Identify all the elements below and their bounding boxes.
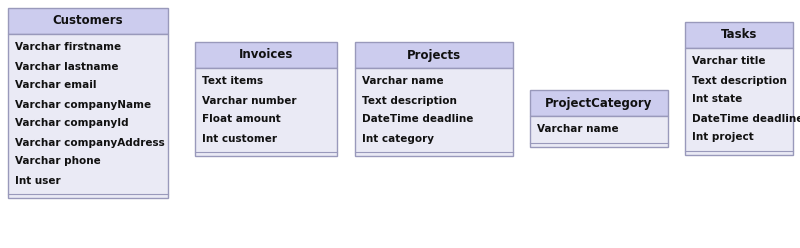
Bar <box>685 48 793 155</box>
Bar <box>8 34 168 198</box>
Text: Int project: Int project <box>692 132 754 143</box>
Text: Int user: Int user <box>15 176 61 186</box>
Bar <box>685 22 793 48</box>
Bar <box>530 116 668 147</box>
Text: Int state: Int state <box>692 94 742 104</box>
Text: Varchar firstname: Varchar firstname <box>15 42 121 53</box>
Text: Varchar phone: Varchar phone <box>15 156 101 166</box>
Text: Varchar name: Varchar name <box>537 124 618 134</box>
Text: Varchar companyId: Varchar companyId <box>15 119 129 128</box>
Text: Invoices: Invoices <box>239 49 293 62</box>
Text: Int category: Int category <box>362 133 434 144</box>
Text: DateTime deadline: DateTime deadline <box>362 115 474 124</box>
Text: Tasks: Tasks <box>721 29 757 41</box>
Text: Text description: Text description <box>362 95 457 105</box>
Text: ProjectCategory: ProjectCategory <box>546 96 653 110</box>
Text: Float amount: Float amount <box>202 115 281 124</box>
Bar <box>530 90 668 116</box>
Text: Customers: Customers <box>53 14 123 28</box>
Text: Int customer: Int customer <box>202 133 277 144</box>
Bar <box>355 42 513 68</box>
Text: Projects: Projects <box>407 49 461 62</box>
Text: Varchar title: Varchar title <box>692 57 766 66</box>
Bar <box>195 42 337 68</box>
Text: Varchar lastname: Varchar lastname <box>15 62 118 71</box>
Bar <box>8 8 168 34</box>
Text: DateTime deadline: DateTime deadline <box>692 114 800 124</box>
Text: Varchar email: Varchar email <box>15 81 97 91</box>
Text: Varchar number: Varchar number <box>202 95 297 105</box>
Bar <box>195 68 337 156</box>
Bar <box>355 68 513 156</box>
Text: Text items: Text items <box>202 76 263 87</box>
Text: Varchar companyAddress: Varchar companyAddress <box>15 137 165 148</box>
Text: Varchar name: Varchar name <box>362 76 444 87</box>
Text: Varchar companyName: Varchar companyName <box>15 99 151 110</box>
Text: Text description: Text description <box>692 75 787 86</box>
